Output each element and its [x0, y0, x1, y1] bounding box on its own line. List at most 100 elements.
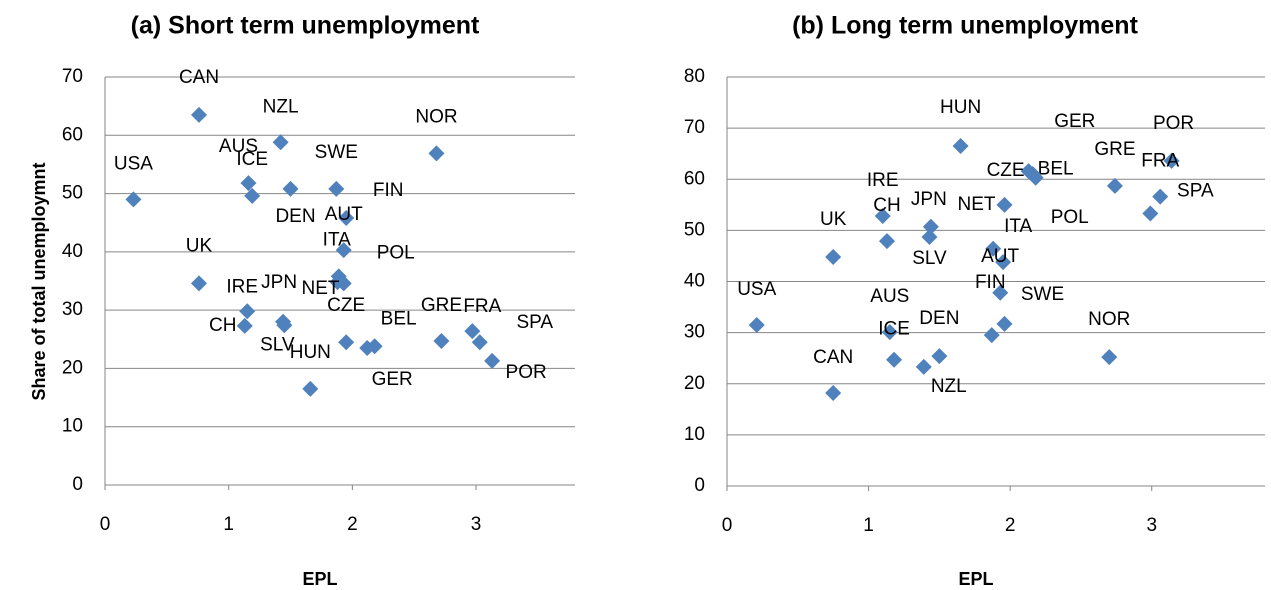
data-label: GRE	[1094, 139, 1135, 160]
point	[338, 210, 355, 227]
data-label: GER	[372, 369, 413, 390]
data-label: JPN	[911, 189, 947, 210]
data-label: POR	[506, 362, 547, 383]
point	[244, 187, 261, 204]
point	[302, 380, 319, 397]
point	[921, 229, 938, 246]
data-label: SLV	[912, 248, 947, 269]
y-tick-label: 70	[62, 66, 83, 87]
y-tick-label: 60	[684, 168, 705, 189]
x-tick-label: 2	[1005, 515, 1016, 536]
x-tick-label: 1	[863, 515, 874, 536]
point	[335, 242, 352, 259]
data-label: SPA	[516, 312, 553, 333]
data-label: GRE	[421, 295, 462, 316]
x-tick-label: 1	[223, 514, 234, 535]
data-label: AUS	[219, 136, 258, 157]
data-label: BEL	[381, 308, 417, 329]
point	[952, 138, 969, 155]
point	[748, 316, 765, 333]
point	[1101, 349, 1118, 366]
x-tick-label: 0	[100, 514, 111, 535]
point	[236, 317, 253, 334]
data-label: NOR	[1088, 309, 1130, 330]
y-axis-title: Share of total unemploymnt	[29, 162, 49, 400]
data-label: CAN	[813, 347, 853, 368]
data-label: CH	[209, 315, 236, 336]
y-tick-label: 80	[684, 66, 705, 87]
point	[995, 254, 1012, 271]
y-tick-label: 30	[684, 322, 705, 343]
point	[1152, 188, 1169, 205]
point	[825, 384, 842, 401]
data-label: BEL	[1038, 159, 1074, 180]
point	[359, 340, 376, 357]
point	[471, 334, 488, 351]
data-label: NZL	[263, 96, 299, 117]
point	[915, 358, 932, 375]
data-label: ICE	[236, 149, 268, 170]
x-tick-label: 0	[722, 515, 733, 536]
y-tick-label: 10	[62, 416, 83, 437]
point	[484, 352, 501, 369]
point	[931, 348, 948, 365]
data-label: UK	[820, 209, 847, 230]
data-label: NET	[957, 194, 995, 215]
data-label: POL	[377, 242, 415, 263]
point	[433, 333, 450, 350]
data-label: DEN	[919, 308, 959, 329]
point	[428, 145, 445, 162]
data-label: FIN	[373, 180, 404, 201]
point	[992, 284, 1009, 301]
data-label: CZE	[327, 295, 365, 316]
point	[464, 323, 481, 340]
y-tick-label: 40	[62, 241, 83, 262]
point	[874, 208, 891, 225]
x-axis-title: EPL	[302, 569, 337, 589]
point	[329, 274, 346, 291]
data-label: AUS	[870, 286, 909, 307]
data-label: JPN	[261, 272, 297, 293]
data-label: NZL	[931, 376, 967, 397]
y-tick-label: 60	[62, 124, 83, 145]
point	[1163, 152, 1180, 169]
data-label: IRE	[226, 276, 258, 297]
y-tick-label: 40	[684, 271, 705, 292]
data-label: CZE	[987, 160, 1025, 181]
data-label: SPA	[1177, 181, 1214, 202]
point	[272, 134, 289, 151]
point	[191, 106, 207, 123]
y-tick-label: 70	[684, 117, 705, 138]
x-tick-label: 2	[347, 514, 358, 535]
point	[983, 327, 1000, 344]
y-tick-label: 0	[72, 474, 83, 495]
point	[881, 324, 898, 341]
data-label: USA	[737, 279, 776, 300]
point	[1106, 177, 1123, 194]
point	[996, 315, 1013, 332]
x-tick-label: 3	[471, 514, 482, 535]
data-label: CAN	[179, 67, 219, 88]
data-label: POL	[1051, 207, 1089, 228]
data-label: FIN	[975, 272, 1006, 293]
data-label: HUN	[940, 97, 981, 118]
data-label: USA	[114, 153, 153, 174]
data-label: FRA	[463, 296, 501, 317]
point	[922, 218, 939, 235]
data-label: POR	[1153, 113, 1194, 134]
data-label: SWE	[1021, 284, 1064, 305]
data-label: DEN	[275, 206, 315, 227]
y-tick-label: 10	[684, 424, 705, 445]
data-label: ITA	[1004, 216, 1032, 237]
y-tick-label: 50	[684, 219, 705, 240]
data-label: NET	[302, 278, 340, 299]
y-tick-label: 50	[62, 183, 83, 204]
point	[125, 191, 142, 208]
data-label: SWE	[315, 142, 358, 163]
point	[282, 180, 299, 197]
chart-title: (b) Long term unemployment	[792, 12, 1139, 40]
point	[996, 196, 1013, 213]
x-axis-title: EPL	[958, 569, 993, 589]
data-label: ICE	[878, 319, 910, 340]
